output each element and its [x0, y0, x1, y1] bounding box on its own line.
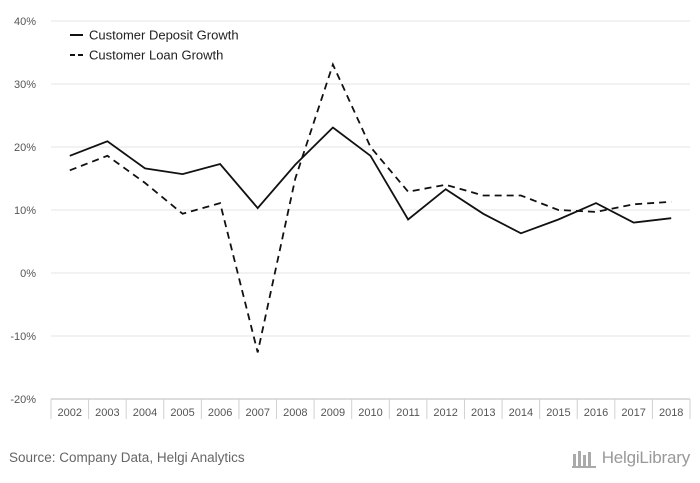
y-tick-label: 20% [14, 142, 36, 154]
series-line-2 [69, 62, 672, 353]
x-tick-label: 2015 [546, 407, 570, 419]
legend: Customer Deposit Growth Customer Loan Gro… [70, 28, 239, 63]
x-tick-label: 2017 [621, 407, 645, 419]
y-tick-label: -10% [10, 331, 36, 343]
grid-lines [51, 20, 690, 337]
x-tick-label: 2005 [170, 407, 194, 419]
line-chart: 40%30%20%10%0%-10%-20% 2002 2003 2004 2005 2… [10, 16, 691, 419]
x-tick-label: 2016 [584, 407, 608, 419]
x-tick-label: 2008 [283, 407, 307, 419]
library-icon [571, 451, 596, 468]
series-line-1 [69, 126, 672, 235]
y-tick-label: 30% [14, 79, 36, 91]
x-tick-label: 2002 [58, 407, 82, 419]
y-tick-label: 10% [14, 205, 36, 217]
y-tick-label: -20% [10, 394, 36, 406]
source-note: Source: Company Data, Helgi Analytics [9, 450, 245, 465]
x-tick-label: 2014 [509, 407, 533, 419]
y-axis: 40% 30% 20% 10% 0% -10% -20% [10, 16, 36, 406]
x-tick-label: 2009 [321, 407, 345, 419]
x-axis: 2002 2003 2004 2005 2006 2007 2008 2009 2010 2011… [50, 398, 691, 419]
x-tick-label: 2003 [95, 407, 119, 419]
x-tick-label: 2013 [471, 407, 495, 419]
x-tick-label: 2010 [358, 407, 382, 419]
x-tick-label: 2007 [245, 407, 269, 419]
x-tick-label: 2004 [133, 407, 157, 419]
brand-logo: HelgiLibrary [571, 448, 691, 468]
x-tick-label: 2012 [433, 407, 457, 419]
y-tick-label: 40% [14, 16, 36, 28]
x-tick-label: 2018 [659, 407, 683, 419]
brand-name: HelgiLibrary [601, 448, 691, 467]
x-tick-label: 2006 [208, 407, 232, 419]
x-tick-label: 2011 [396, 407, 420, 419]
legend-label: Customer Loan Growth [89, 48, 223, 63]
legend-label: Customer Deposit Growth [89, 28, 239, 43]
series-lines [69, 62, 672, 353]
y-tick-label: 0% [20, 268, 36, 280]
